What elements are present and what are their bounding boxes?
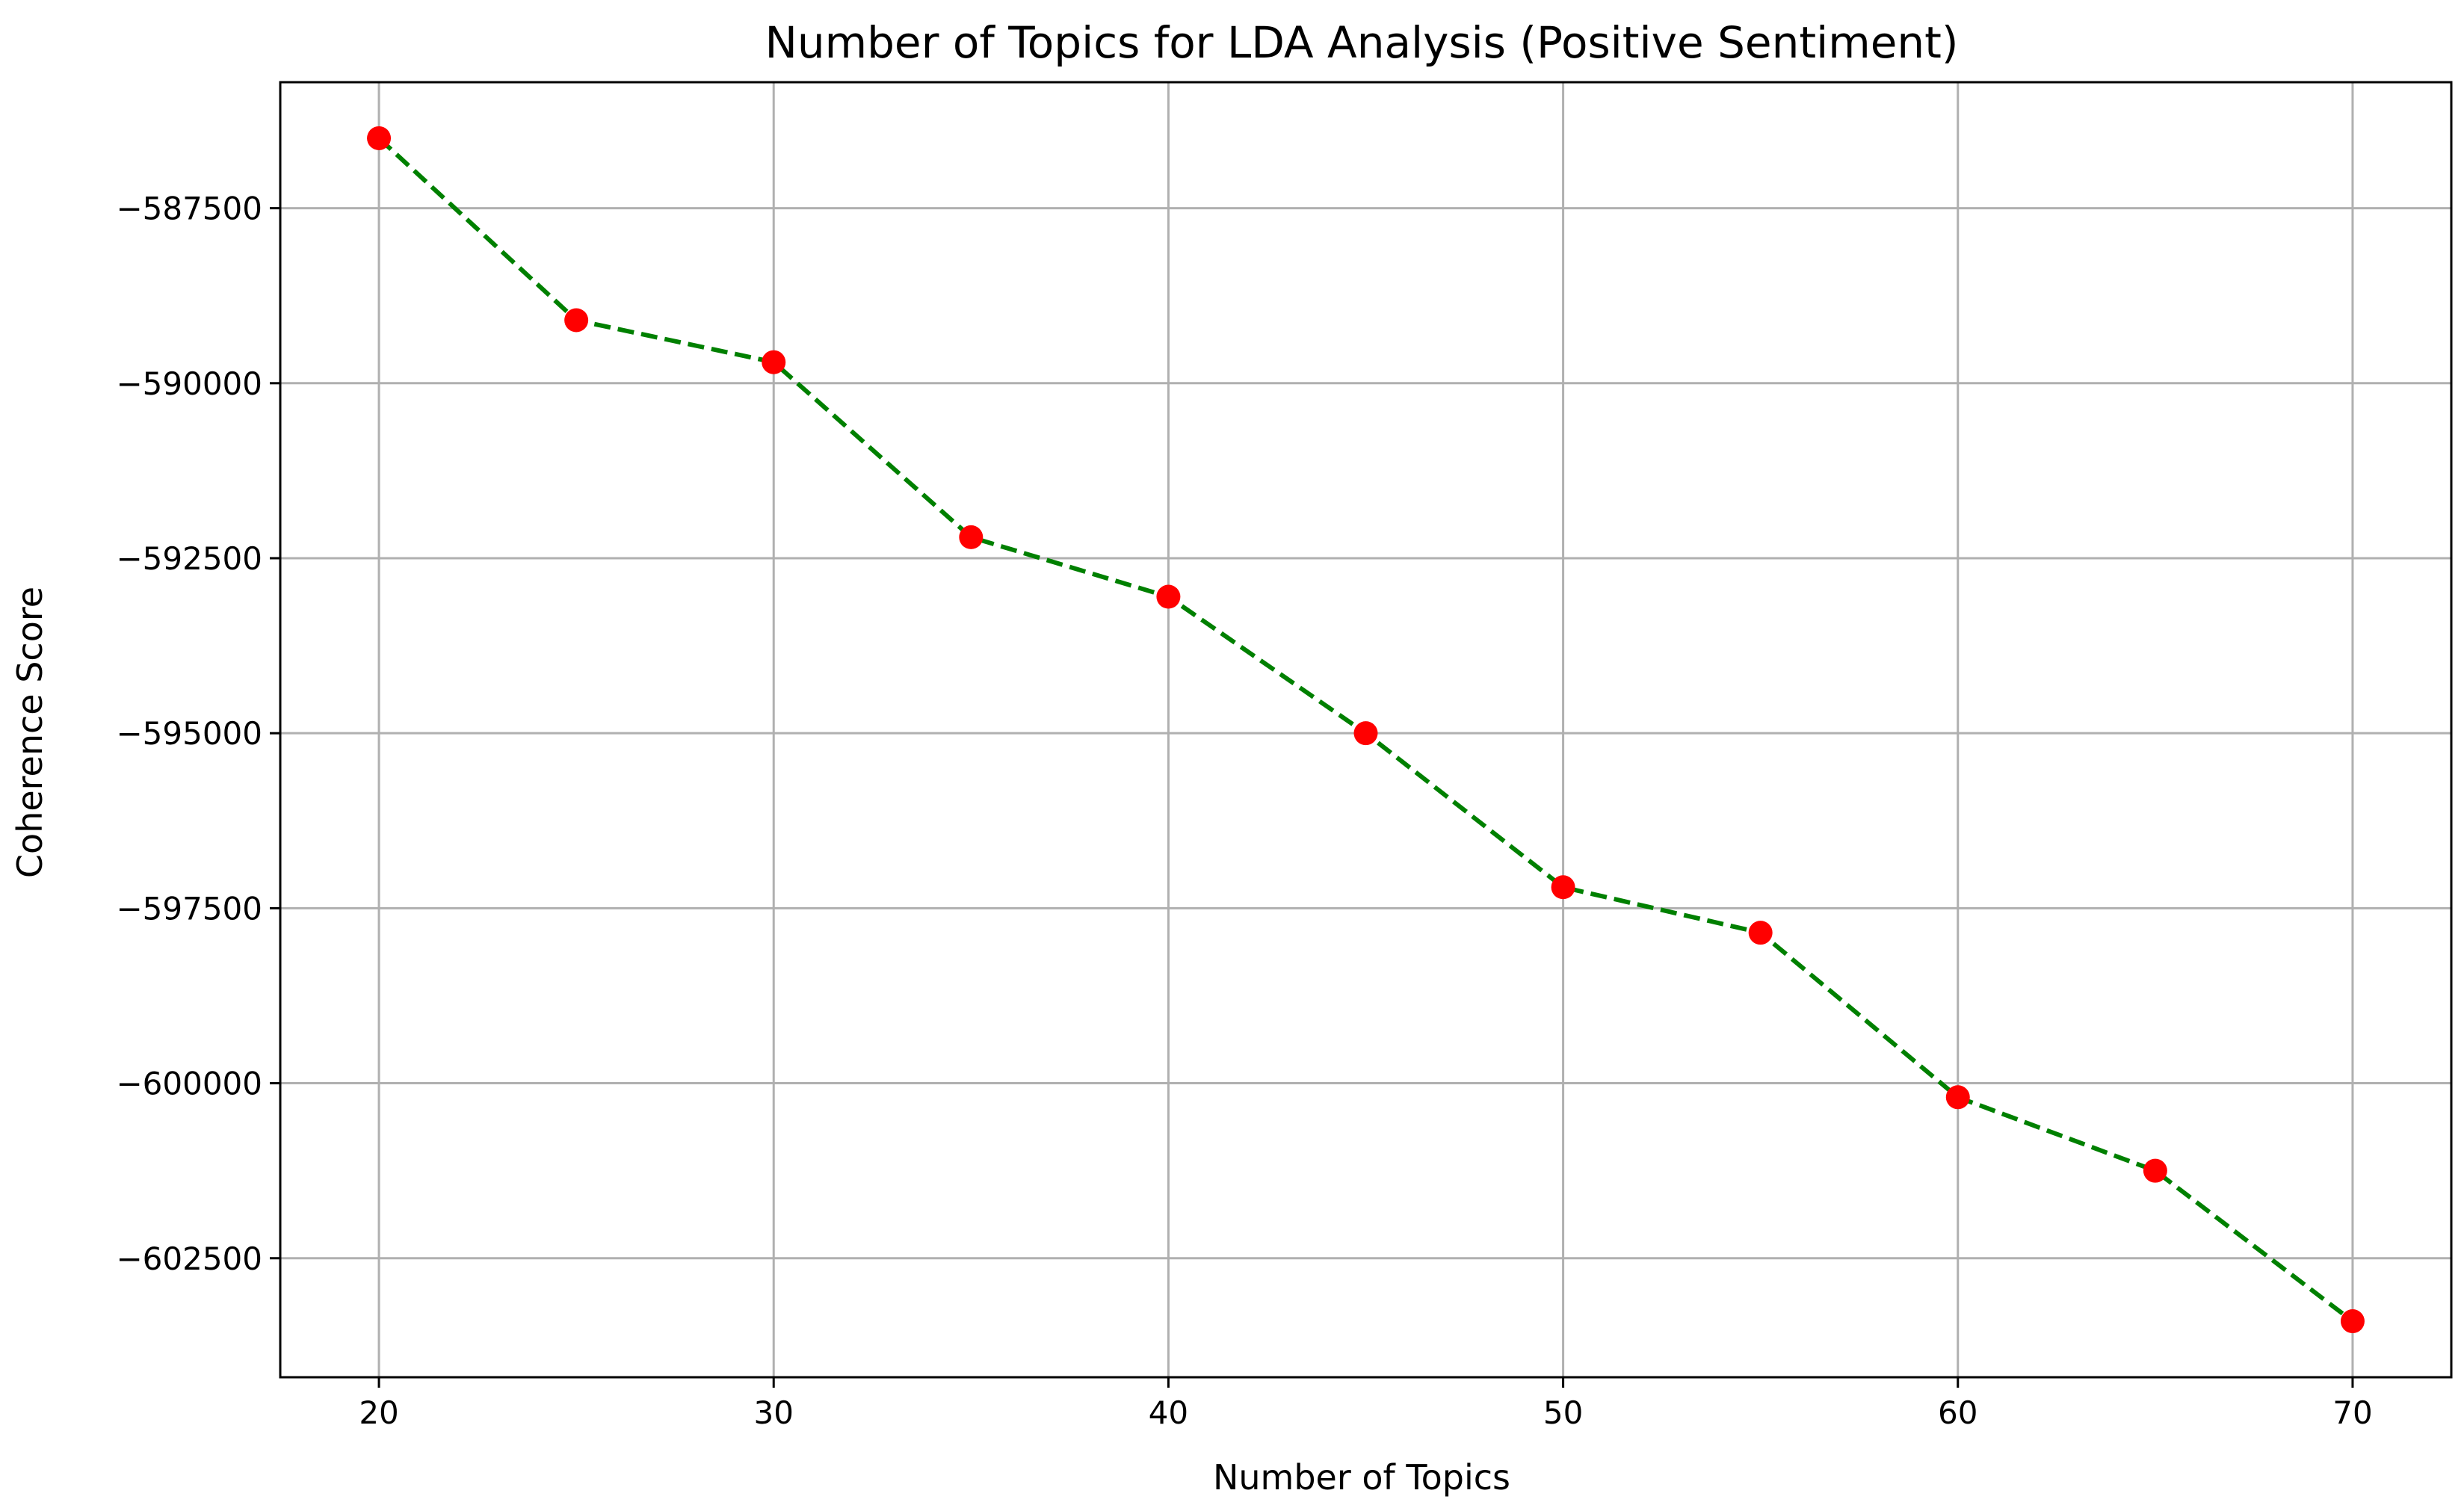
x-tick-label: 60: [1938, 1394, 1977, 1431]
plot-frame: [279, 81, 2453, 1379]
data-point: [564, 308, 589, 333]
y-tick-label: −600000: [116, 1066, 262, 1102]
chart-title: Number of Topics for LDA Analysis (Posit…: [765, 17, 1958, 68]
data-point: [1551, 875, 1575, 900]
series-layer: [367, 126, 2365, 1334]
y-tick-label: −590000: [116, 365, 262, 402]
y-tick-label: −595000: [116, 715, 262, 752]
y-tick-label: −597500: [116, 890, 262, 927]
data-point: [367, 126, 392, 150]
x-tick-label: 40: [1149, 1394, 1188, 1431]
x-tick-label: 70: [2332, 1394, 2372, 1431]
data-point: [959, 525, 984, 549]
x-tick-label: 30: [754, 1394, 794, 1431]
data-point: [1353, 721, 1378, 746]
x-tick-label: 50: [1543, 1394, 1583, 1431]
y-tick-label: −587500: [116, 191, 262, 227]
x-tick-label: 20: [359, 1394, 398, 1431]
x-axis-label: Number of Topics: [1213, 1457, 1510, 1498]
y-axis: −587500 −590000 −592500 −595000 −597500 −6000…: [116, 191, 280, 1277]
x-axis: 20 30 40 50 60 70: [359, 1377, 2373, 1431]
data-point: [2340, 1309, 2365, 1334]
grid: [280, 82, 2451, 1377]
y-tick-label: −592500: [116, 540, 262, 577]
y-tick-label: −602500: [116, 1240, 262, 1277]
data-point: [762, 350, 786, 374]
data-point: [2143, 1158, 2167, 1183]
data-point: [1945, 1085, 1970, 1110]
y-axis-label: Coherence Score: [10, 587, 50, 878]
data-point: [1156, 584, 1181, 609]
data-point: [1748, 921, 1773, 945]
